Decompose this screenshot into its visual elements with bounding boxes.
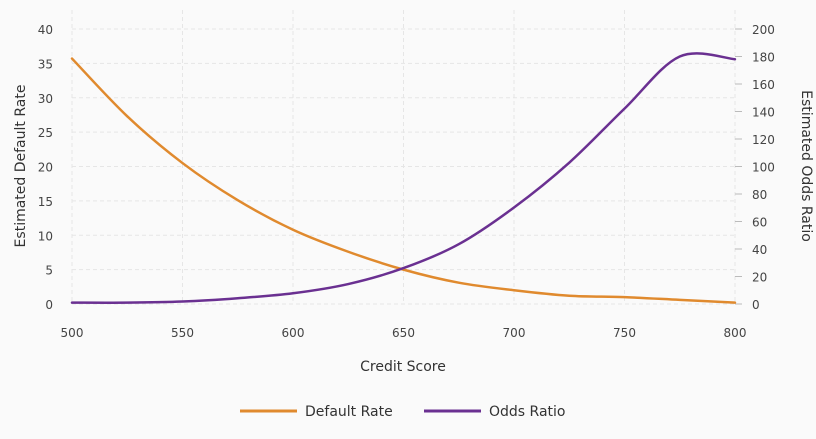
y2-tick-label-80: 80 xyxy=(752,188,767,202)
data-point-odds-ratio-650[interactable] xyxy=(400,265,407,272)
data-point-default-rate-725[interactable] xyxy=(566,292,573,299)
data-point-odds-ratio-675[interactable] xyxy=(455,241,462,248)
y2-tick-label-180: 180 xyxy=(752,51,775,65)
data-point-default-rate-675[interactable] xyxy=(455,279,462,286)
x-axis-title: Credit Score xyxy=(360,359,446,375)
y-tick-label-35: 35 xyxy=(38,57,53,71)
legend: Default Rate Odds Ratio xyxy=(240,404,565,420)
y-axis-title: Estimated Default Rate xyxy=(13,85,29,248)
y-tick-label-40: 40 xyxy=(38,23,53,37)
grid xyxy=(71,10,736,305)
data-point-odds-ratio-725[interactable] xyxy=(566,159,573,166)
data-point-default-rate-700[interactable] xyxy=(511,287,518,294)
x-tick-label-800: 800 xyxy=(724,326,747,340)
y2-tick-label-60: 60 xyxy=(752,216,767,230)
y2-tick-label-200: 200 xyxy=(752,23,775,37)
data-point-odds-ratio-775[interactable] xyxy=(676,53,683,60)
data-point-odds-ratio-500[interactable] xyxy=(69,299,76,306)
data-point-odds-ratio-575[interactable] xyxy=(234,295,241,302)
x-tick-label-700: 700 xyxy=(503,326,526,340)
y-tick-label-0: 0 xyxy=(45,298,53,312)
legend-item-default-rate[interactable]: Default Rate xyxy=(240,404,393,420)
y2-tick-label-0: 0 xyxy=(752,298,760,312)
data-point-odds-ratio-525[interactable] xyxy=(124,299,131,306)
data-point-odds-ratio-800[interactable] xyxy=(732,56,739,63)
y-tick-label-5: 5 xyxy=(45,264,53,278)
data-point-default-rate-750[interactable] xyxy=(621,294,628,301)
data-point-default-rate-775[interactable] xyxy=(676,296,683,303)
x-tick-label-500: 500 xyxy=(61,326,84,340)
y2-tick-label-160: 160 xyxy=(752,78,775,92)
data-point-default-rate-575[interactable] xyxy=(234,197,241,204)
data-point-odds-ratio-700[interactable] xyxy=(511,204,518,211)
y2-tick-label-20: 20 xyxy=(752,271,767,285)
legend-label-default-rate: Default Rate xyxy=(305,404,393,420)
legend-item-odds-ratio[interactable]: Odds Ratio xyxy=(424,404,565,420)
y-tick-label-10: 10 xyxy=(38,229,53,243)
data-point-default-rate-525[interactable] xyxy=(124,113,131,120)
data-point-odds-ratio-550[interactable] xyxy=(179,298,186,305)
data-point-odds-ratio-750[interactable] xyxy=(621,105,628,112)
legend-label-odds-ratio: Odds Ratio xyxy=(489,404,565,420)
axes: 500 550 600 650 700 750 800 0 5 10 15 20 25 30 35 40 0 20… xyxy=(38,23,775,340)
y-tick-label-20: 20 xyxy=(38,161,53,175)
x-tick-label-650: 650 xyxy=(392,326,415,340)
x-tick-label-750: 750 xyxy=(613,326,636,340)
data-point-odds-ratio-600[interactable] xyxy=(290,290,297,297)
y-tick-label-30: 30 xyxy=(38,92,53,106)
data-point-default-rate-600[interactable] xyxy=(290,226,297,233)
y2-tick-label-140: 140 xyxy=(752,106,775,120)
y-tick-label-15: 15 xyxy=(38,195,53,209)
y2-axis-title: Estimated Odds Ratio xyxy=(798,90,814,242)
y2-tick-label-120: 120 xyxy=(752,133,775,147)
y-tick-label-25: 25 xyxy=(38,126,53,140)
data-point-default-rate-500[interactable] xyxy=(69,55,76,62)
data-point-odds-ratio-625[interactable] xyxy=(345,281,352,288)
y2-tick-label-40: 40 xyxy=(752,243,767,257)
series xyxy=(69,52,739,306)
x-tick-label-600: 600 xyxy=(282,326,305,340)
x-tick-label-550: 550 xyxy=(171,326,194,340)
data-point-default-rate-550[interactable] xyxy=(179,160,186,167)
series-line-odds-ratio xyxy=(70,52,737,304)
data-point-default-rate-800[interactable] xyxy=(732,299,739,306)
data-point-default-rate-625[interactable] xyxy=(345,248,352,255)
y2-tick-label-100: 100 xyxy=(752,161,775,175)
